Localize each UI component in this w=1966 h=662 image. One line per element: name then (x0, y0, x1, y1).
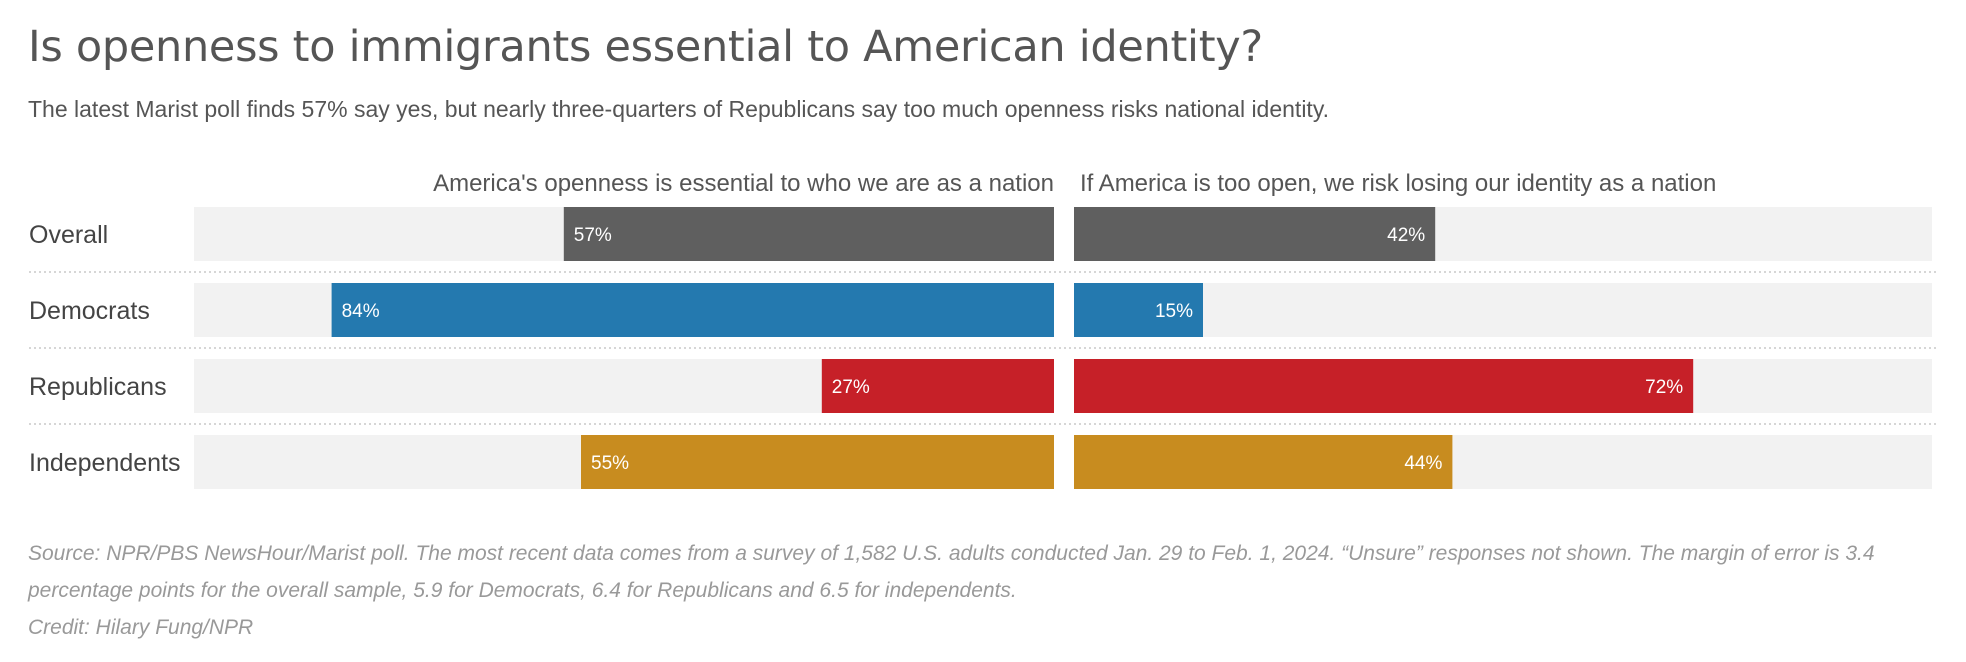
data-label-risk-republicans: 72% (1645, 377, 1683, 398)
chart-rows: Overall 57% 42% Democrats 84% 15% Republicans 2… (29, 207, 1938, 489)
source-note: Source: NPR/PBS NewsHour/Marist poll. Th… (28, 542, 1875, 602)
bar-essential-democrats (331, 283, 1055, 337)
footer: Source: NPR/PBS NewsHour/Marist poll. Th… (28, 535, 1948, 646)
row-label-independents: Independents (29, 449, 181, 477)
row-label-overall: Overall (29, 221, 108, 249)
data-label-essential-overall: 57% (574, 225, 612, 246)
bar-risk-republicans (1074, 359, 1694, 413)
chart-subtitle: The latest Marist poll finds 57% say yes… (28, 96, 1330, 122)
data-label-risk-independents: 44% (1404, 453, 1442, 474)
row-label-democrats: Democrats (29, 297, 150, 325)
column-header-left: America's openness is essential to who w… (433, 170, 1054, 197)
bar-risk-democrats (1074, 283, 1203, 337)
diverging-bar-chart: America's openness is essential to who w… (29, 170, 1938, 489)
bar-risk-overall (1074, 207, 1436, 261)
bar-risk-independents (1074, 435, 1453, 489)
row-label-republicans: Republicans (29, 373, 167, 401)
data-label-essential-republicans: 27% (832, 377, 870, 398)
data-label-essential-independents: 55% (591, 453, 629, 474)
bar-essential-independents (581, 435, 1054, 489)
chart-title: Is openness to immigrants essential to A… (28, 22, 1263, 72)
column-header-right: If America is too open, we risk losing o… (1080, 170, 1716, 197)
credit-note: Credit: Hilary Fung/NPR (28, 616, 254, 639)
bar-essential-overall (563, 207, 1054, 261)
data-label-essential-democrats: 84% (342, 301, 380, 322)
track-right-democrats (1074, 283, 1932, 337)
data-label-risk-democrats: 15% (1155, 301, 1193, 322)
bar-essential-republicans (821, 359, 1054, 413)
data-label-risk-overall: 42% (1387, 225, 1425, 246)
